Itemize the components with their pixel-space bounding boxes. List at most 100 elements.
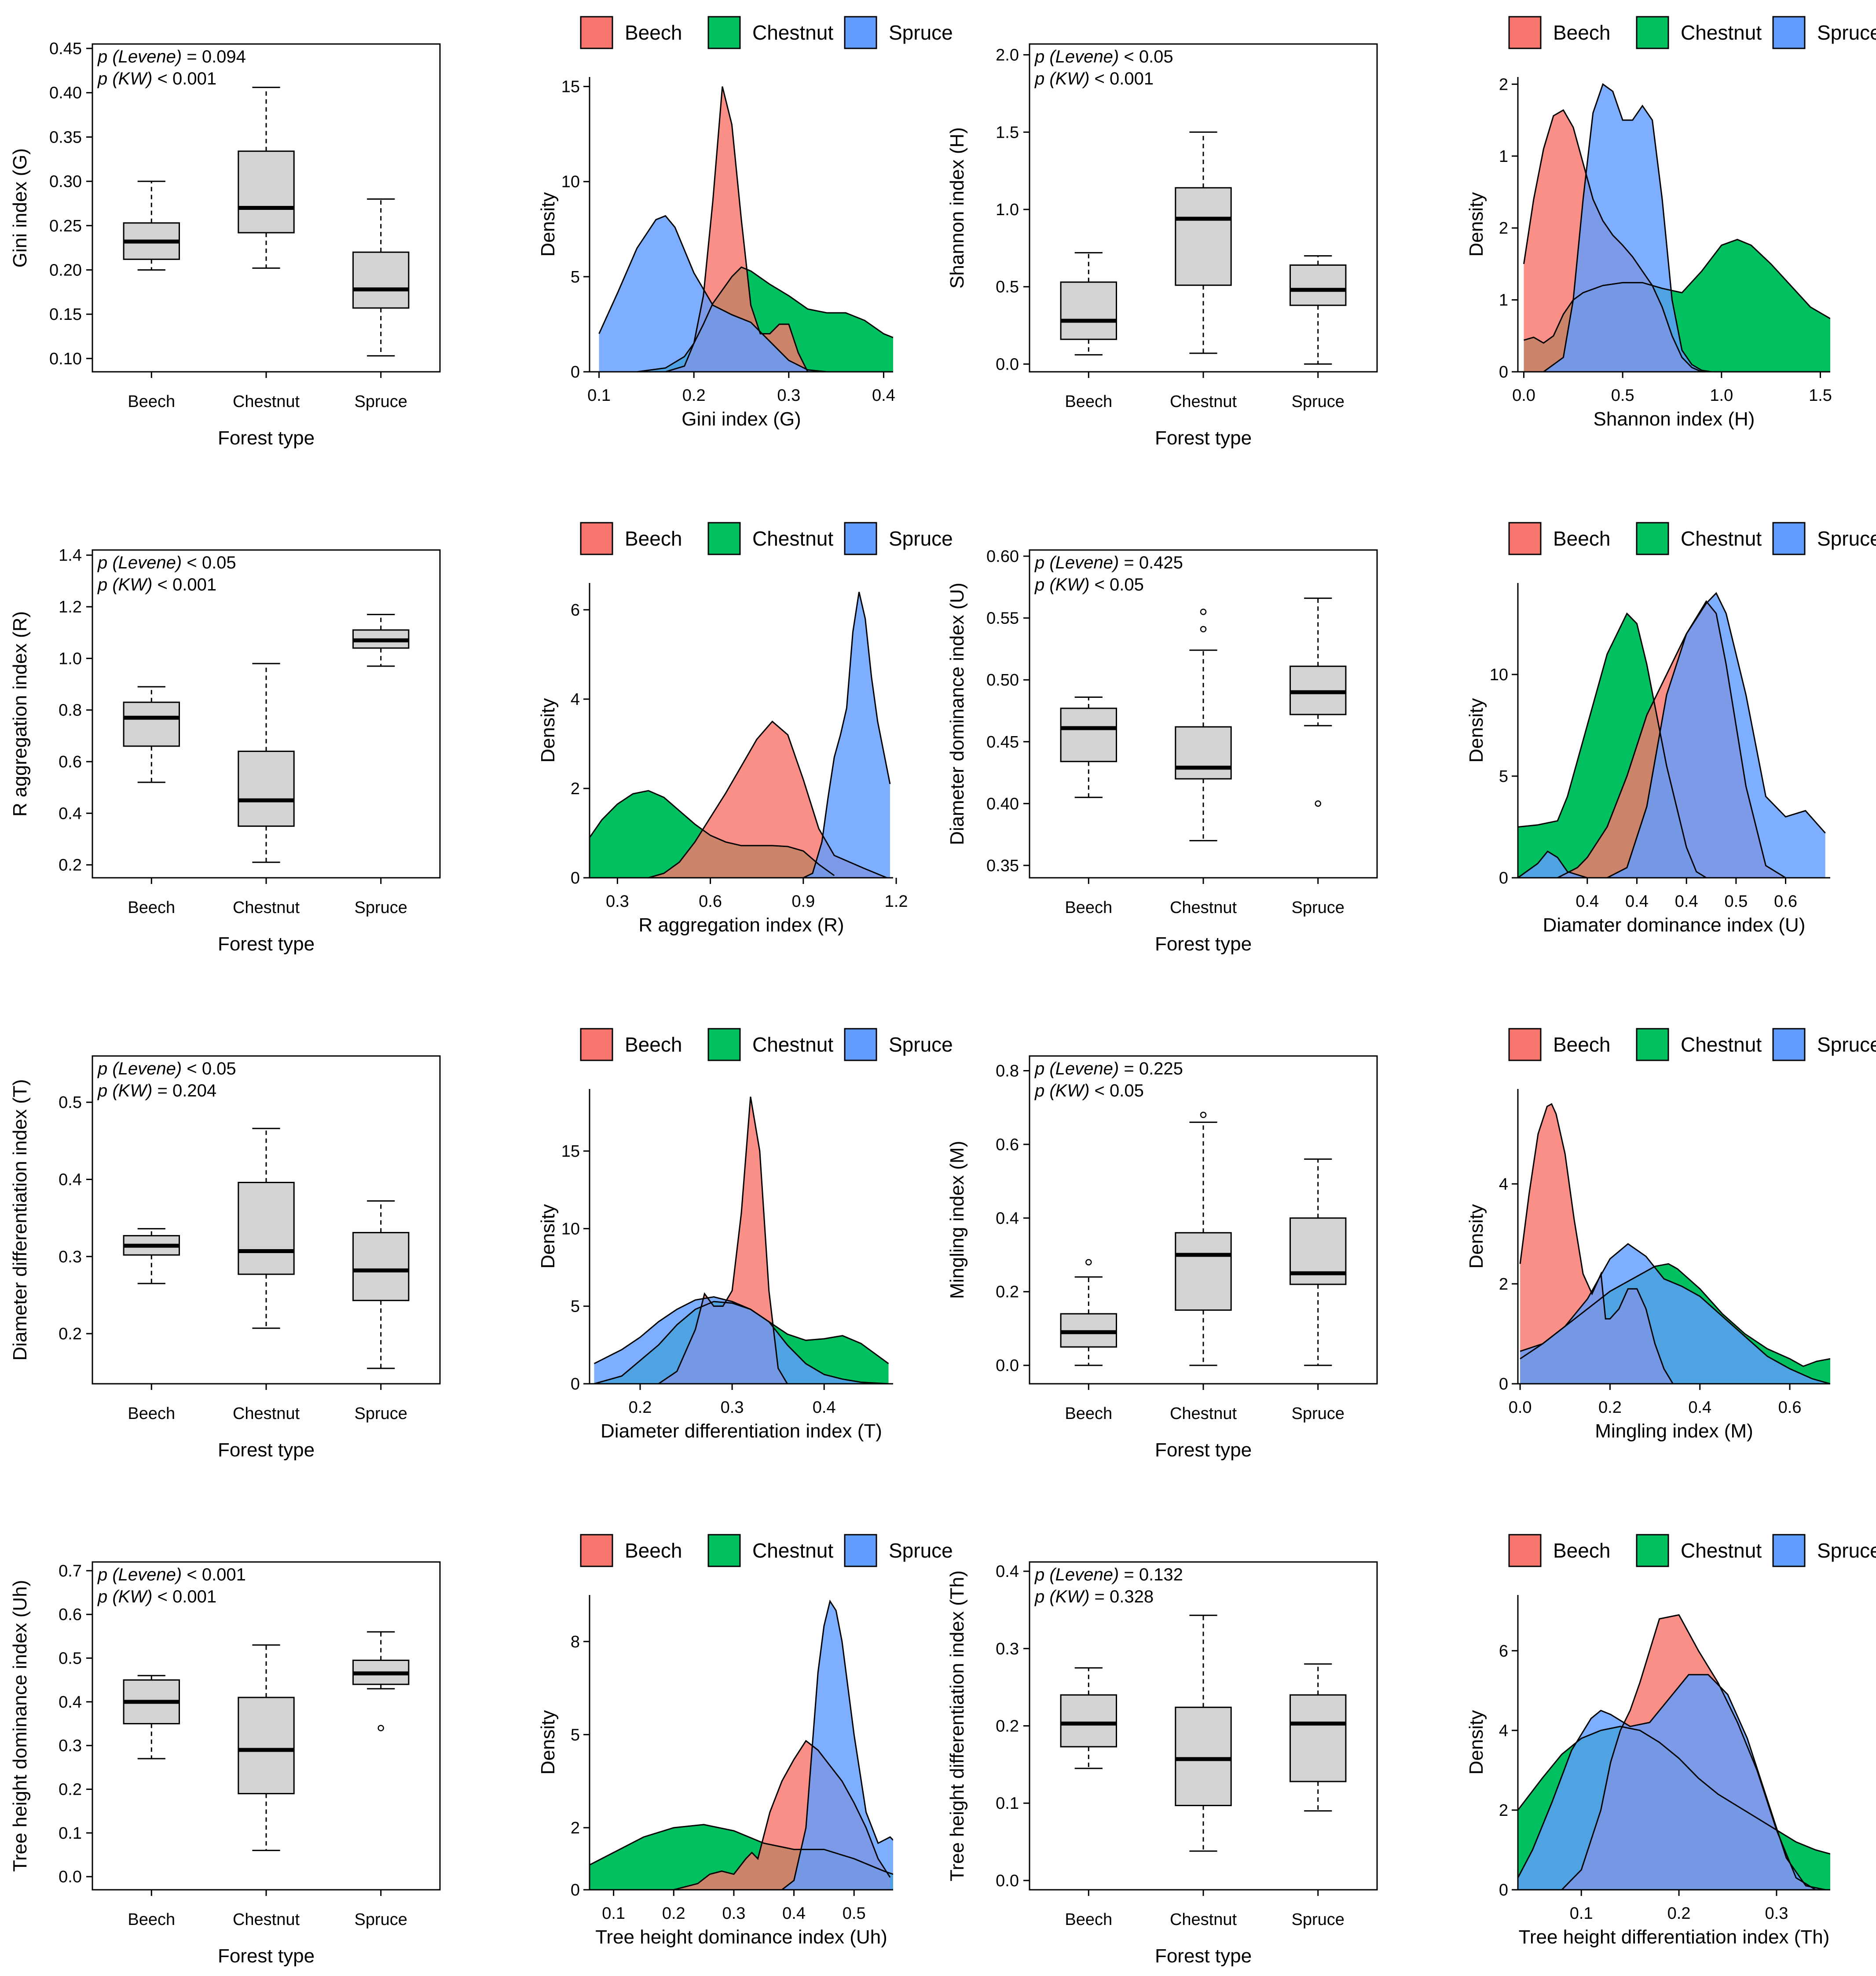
y-tick-label: 15 [561, 1142, 580, 1161]
y-tick-label: 0.2 [59, 1325, 82, 1343]
x-tick-label: 0.3 [1765, 1904, 1788, 1923]
stat-value: < 0.001 [152, 1587, 216, 1606]
x-tick-label: Beech [1065, 1404, 1112, 1423]
iqr-box [352, 251, 410, 309]
legend-swatch-beech [580, 1028, 613, 1061]
x-axis-label: Tree height dominance index (Uh) [595, 1926, 887, 1948]
y-tick-label: 0.40 [986, 795, 1019, 813]
y-tick-label: 1.4 [59, 546, 82, 565]
density-curve-spruce [598, 215, 827, 372]
legend-swatch-beech [580, 522, 613, 555]
legend-label-beech: Beech [625, 1539, 682, 1562]
y-axis-label: Gini index (G) [9, 148, 31, 268]
stat-value: < 0.001 [152, 69, 216, 88]
y-tick-label: 0.1 [996, 1794, 1019, 1813]
legend: Beech Chestnut Spruce [1508, 16, 1876, 49]
density-layer [1519, 1103, 1830, 1384]
box-spruce [1290, 255, 1347, 365]
stat-label: p (Levene) [1034, 1565, 1119, 1584]
x-axis-label: Diamater dominance index (U) [1543, 914, 1806, 936]
iqr-box [123, 701, 180, 747]
legend-swatch-spruce [1772, 16, 1806, 49]
stat-text: p (Levene) = 0.132 [1034, 1565, 1183, 1584]
y-tick-label: 2 [571, 780, 580, 798]
legend-swatch-chestnut [707, 16, 741, 49]
legend-label-chestnut: Chestnut [752, 1539, 833, 1562]
y-tick-label: 0 [571, 869, 580, 887]
legend-swatch-beech [1508, 1534, 1542, 1567]
diameter-dominance-density: 0 5 10 0.4 0.4 0.4 0.5 0.6 Density Diamater domin… [1466, 522, 1876, 936]
legend-swatch-chestnut [1636, 1534, 1669, 1567]
x-tick-label: Spruce [1291, 392, 1344, 411]
stat-text: p (Levene) = 0.425 [1034, 553, 1183, 572]
legend-swatch-spruce [844, 16, 877, 49]
y-axis-label: Density [537, 698, 559, 763]
y-tick-label: 2 [571, 1819, 580, 1837]
legend-swatch-beech [580, 1534, 613, 1567]
x-tick-label: Spruce [354, 392, 407, 411]
shannon-density: 0 1 2 1 2 0.0 0.5 1.0 1.5 Density Shannon index (H… [1466, 16, 1876, 430]
y-tick-label: 10 [561, 173, 580, 191]
y-tick-label: 0.2 [996, 1717, 1019, 1736]
y-tick-label: 6 [571, 601, 580, 620]
legend: Beech Chestnut Spruce [580, 522, 953, 555]
stat-text: p (Levene) < 0.05 [1034, 47, 1173, 66]
x-tick-label: 0.2 [682, 386, 706, 405]
stat-text: p (KW) = 0.328 [1034, 1587, 1154, 1606]
stat-label: p (Levene) [97, 1059, 182, 1078]
stat-value: = 0.204 [152, 1081, 216, 1100]
legend-label-spruce: Spruce [889, 1033, 953, 1056]
stat-label: p (Levene) [1034, 1059, 1119, 1078]
x-tick-label: Beech [1065, 898, 1112, 917]
y-axis-label: Density [537, 1204, 559, 1269]
box-spruce [352, 198, 410, 357]
x-tick-label: Chestnut [1170, 1404, 1237, 1423]
iqr-box [1175, 1706, 1232, 1806]
diameter-differentiation-density: 0 5 10 15 0.2 0.3 0.4 Density Diameter different… [537, 1028, 953, 1442]
density-curve-spruce [781, 1599, 893, 1890]
x-tick-label: Chestnut [233, 898, 300, 917]
iqr-box [238, 1181, 295, 1275]
x-tick-label: Beech [128, 392, 175, 411]
x-tick-label: Beech [1065, 1910, 1112, 1929]
x-tick-label: 0.3 [606, 892, 629, 911]
x-tick-label: Chestnut [1170, 1910, 1237, 1929]
density-area-spruce [803, 592, 890, 878]
density-curve-spruce [1518, 1674, 1826, 1890]
x-tick-label: Chestnut [1170, 898, 1237, 917]
y-tick-label: 0.0 [996, 1356, 1019, 1375]
y-tick-label: 0 [1499, 869, 1508, 887]
stat-label: p (KW) [97, 69, 152, 88]
x-tick-label: Beech [1065, 392, 1112, 411]
x-tick-label: Spruce [1291, 1404, 1344, 1423]
legend-swatch-chestnut [707, 1534, 741, 1567]
density-area-spruce [782, 1601, 893, 1890]
x-tick-label: 1.0 [1710, 386, 1733, 405]
x-tick-label: 0.4 [813, 1398, 836, 1417]
diameter-dominance-box: 0.35 0.40 0.45 0.50 0.55 0.60 Diameter dominan… [946, 547, 1378, 955]
density-area-spruce [1518, 1675, 1825, 1890]
x-tick-label: Chestnut [1170, 392, 1237, 411]
density-curve-chestnut [1518, 1726, 1830, 1855]
legend: Beech Chestnut Spruce [580, 1028, 953, 1061]
y-tick-label: 4 [571, 690, 580, 709]
y-tick-label: 0 [1499, 1881, 1508, 1899]
iqr-box [238, 1697, 295, 1794]
legend-label-beech: Beech [1553, 1539, 1610, 1562]
x-tick-label: 0.1 [602, 1904, 625, 1923]
x-tick-label: Spruce [354, 1910, 407, 1929]
box-spruce [1290, 598, 1347, 807]
mingling-density: 0 2 4 0.0 0.2 0.4 0.6 Density Mingling index (M)… [1466, 1028, 1876, 1442]
density-area-spruce [1520, 1244, 1830, 1384]
legend-swatch-chestnut [707, 1028, 741, 1061]
y-tick-label: 0.25 [49, 217, 82, 235]
x-tick-label: 0.2 [1598, 1398, 1622, 1417]
stat-label: p (Levene) [97, 553, 182, 572]
y-axis-label: Density [537, 1710, 559, 1775]
y-tick-label: 0.6 [996, 1136, 1019, 1154]
iqr-box [1175, 726, 1232, 780]
y-axis-label: R aggregation index (R) [9, 611, 31, 817]
stat-label: p (Levene) [1034, 553, 1119, 572]
stat-label: p (KW) [97, 1081, 152, 1100]
